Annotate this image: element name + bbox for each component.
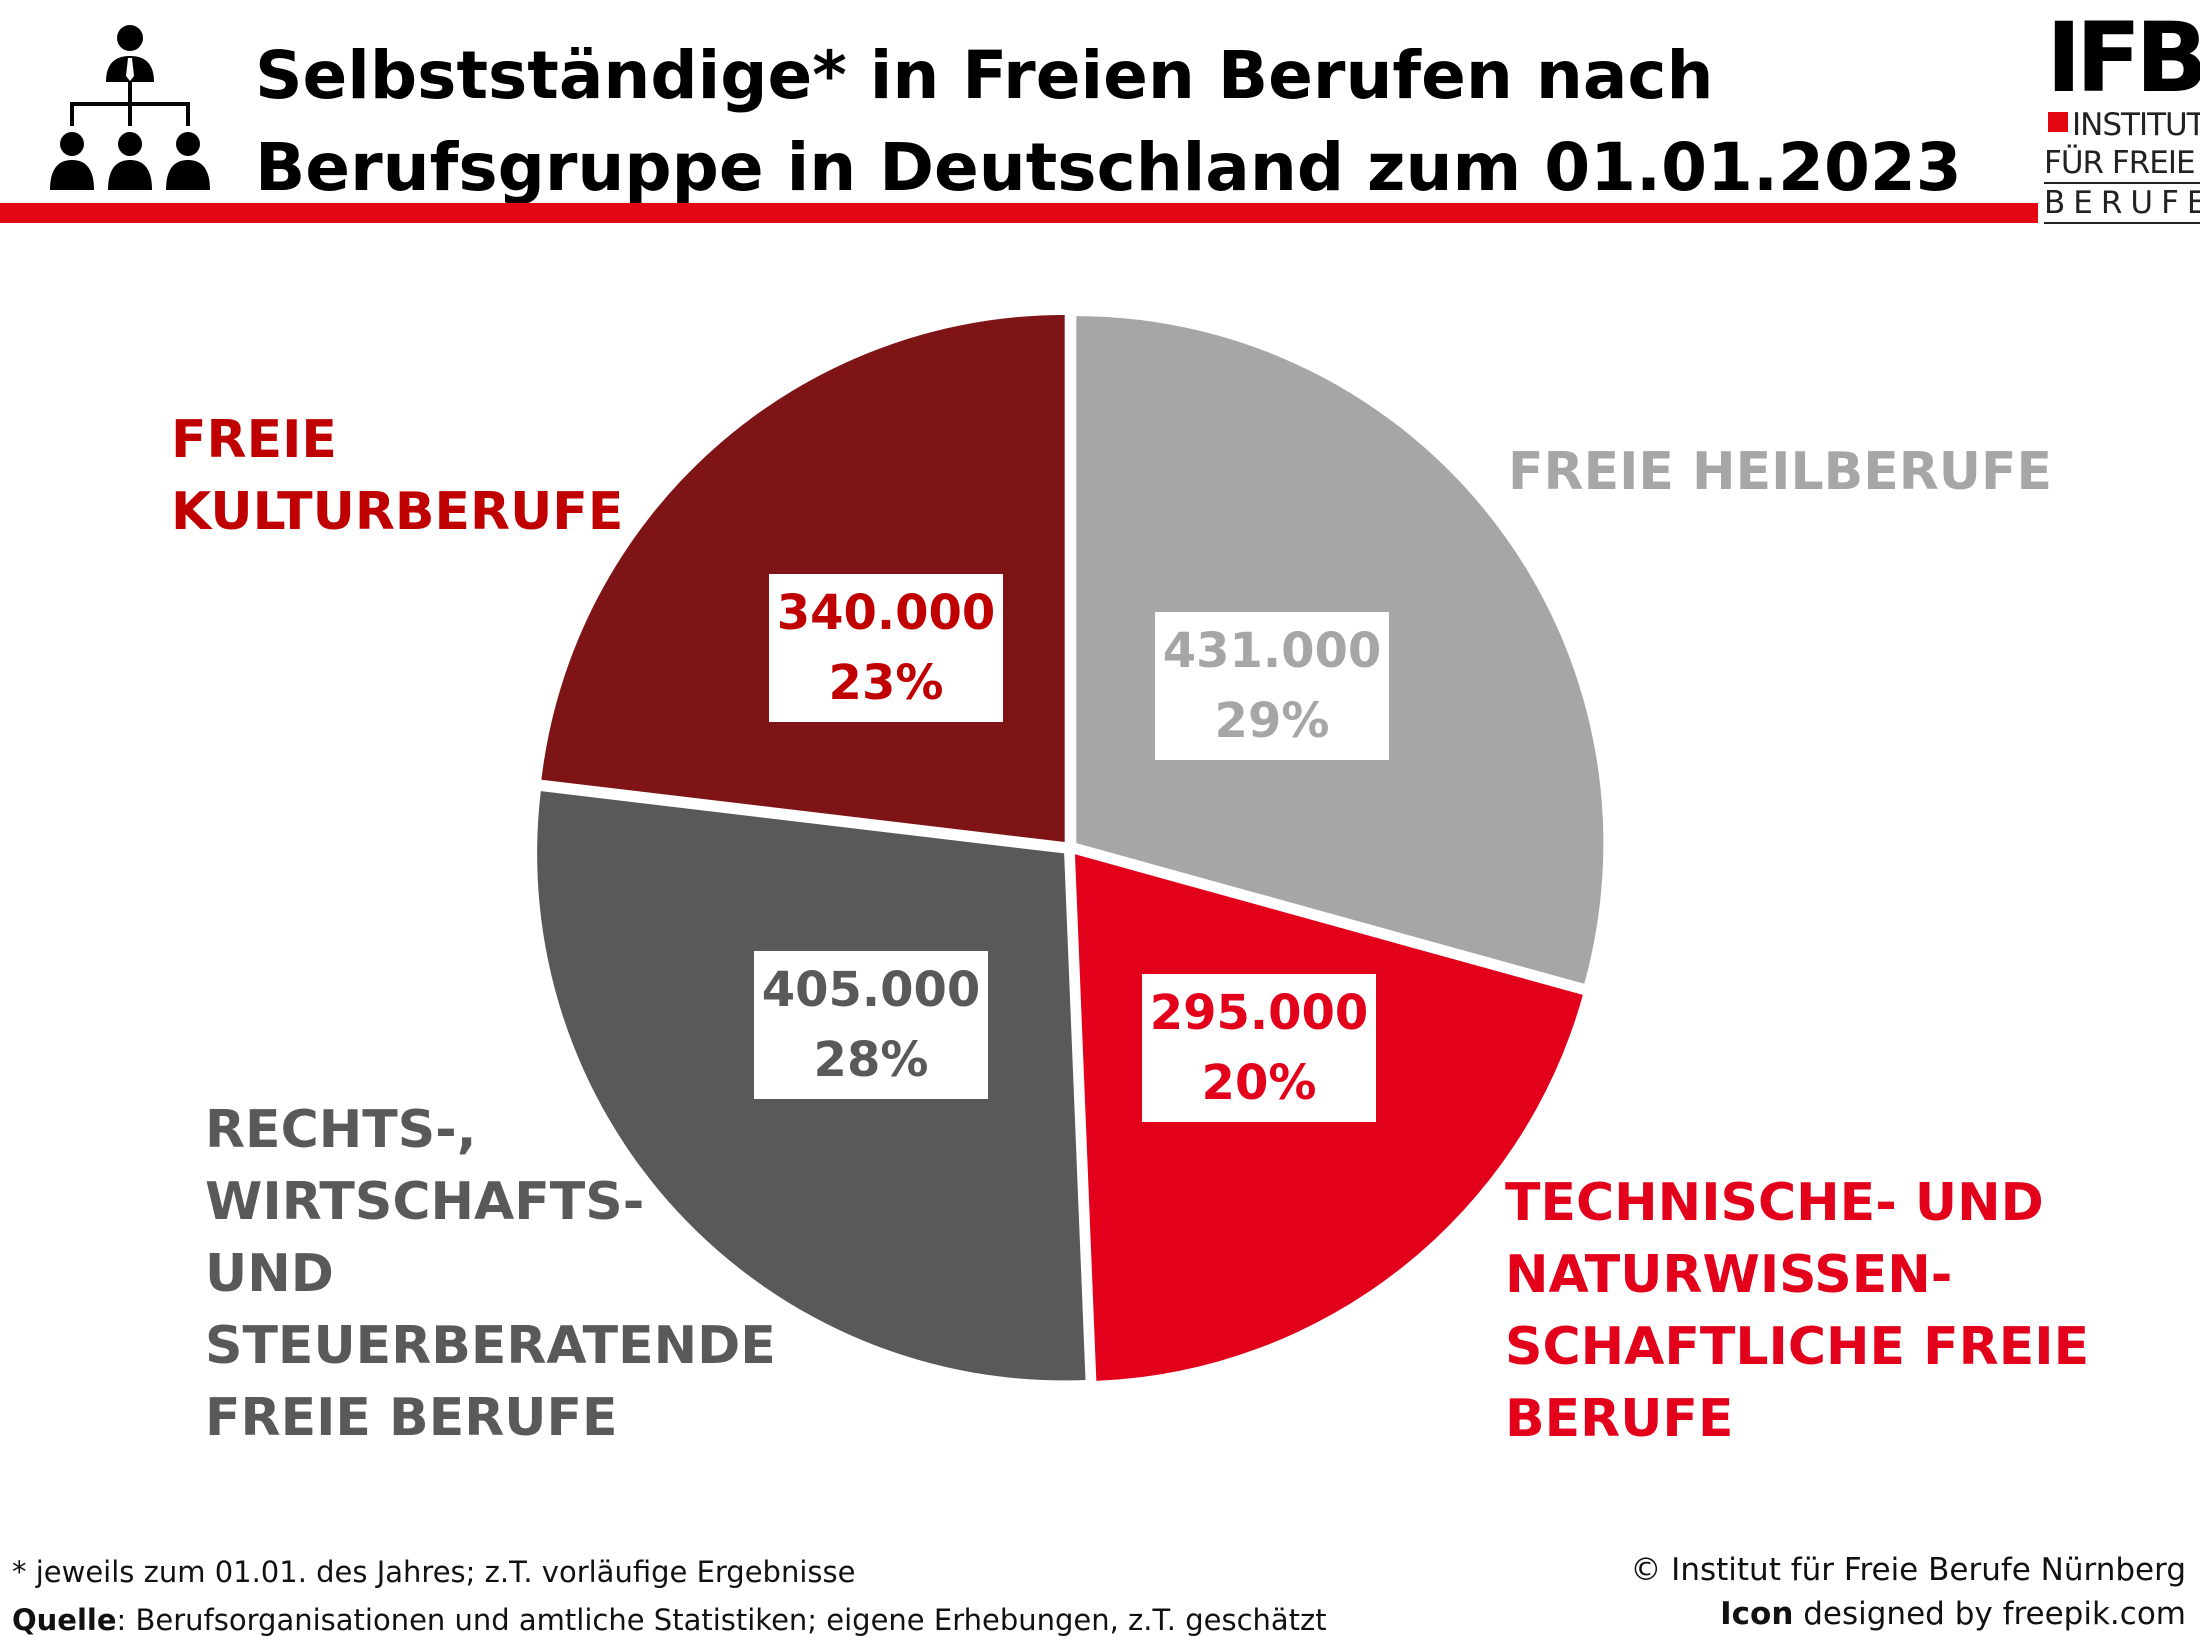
header-divider [0, 203, 2038, 223]
icon-credit: Icon designed by freepik.com [1720, 1594, 2186, 1634]
slice-value-label: 340.000 [776, 585, 996, 641]
logo-mark: IFB [2046, 2, 2200, 114]
slice-value-label: 405.000 [761, 962, 981, 1018]
source-label: Quelle [12, 1603, 117, 1637]
category-label-technische-naturwissenschaftliche: TECHNISCHE- UND NATURWISSEN- SCHAFTLICHE… [1505, 1173, 2090, 1449]
slice-percent-label: 20% [1201, 1055, 1317, 1111]
value-box-rechts-wirtschafts-steuerberatende: 405.000 28% [754, 951, 988, 1099]
logo-rule [2044, 182, 2200, 184]
icon-credit-label: Icon [1720, 1596, 1794, 1632]
title-line-1: Selbstständige* in Freien Berufen nach [255, 37, 1714, 114]
category-label-freie-kulturberufe: FREIE KULTURBERUFE [171, 410, 624, 542]
category-label-rechts-wirtschafts-steuerberatende: RECHTS-, WIRTSCHAFTS- UND STEUERBERATEND… [205, 1100, 776, 1448]
category-label-freie-heilberufe: FREIE HEILBERUFE [1508, 442, 2053, 502]
icon-credit-text: designed by freepik.com [1793, 1596, 2186, 1632]
source-text: : Berufsorganisationen und amtliche Stat… [116, 1603, 1327, 1637]
value-box-freie-heilberufe: 431.000 29% [1155, 612, 1389, 760]
logo-rule [2044, 222, 2200, 224]
source-line: Quelle: Berufsorganisationen und amtlich… [12, 1600, 1327, 1640]
page-title: Selbstständige* in Freien Berufen nach B… [255, 30, 2015, 214]
organization-chart-icon [50, 25, 210, 190]
slice-value-label: 431.000 [1162, 623, 1382, 679]
logo-line-3: BERUFE [2044, 185, 2200, 221]
slice-percent-label: 23% [828, 655, 944, 711]
slice-percent-label: 29% [1214, 693, 1330, 749]
logo-line-1: INSTITUT [2072, 107, 2200, 143]
slice-value-label: 295.000 [1149, 985, 1369, 1041]
value-box-technische-naturwissenschaftliche: 295.000 20% [1142, 974, 1376, 1122]
footnote: * jeweils zum 01.01. des Jahres; z.T. vo… [12, 1555, 856, 1589]
logo-line-2: FÜR FREIE [2044, 145, 2196, 181]
ifb-logo: IFB INSTITUT FÜR FREIE BERUFE [2040, 8, 2200, 228]
title-line-2: Berufsgruppe in Deutschland zum 01.01.20… [255, 129, 1962, 206]
copyright: © Institut für Freie Berufe Nürnberg [1630, 1552, 2186, 1588]
value-box-freie-kulturberufe: 340.000 23% [769, 574, 1003, 722]
logo-red-square [2048, 112, 2068, 132]
slice-percent-label: 28% [813, 1032, 929, 1088]
